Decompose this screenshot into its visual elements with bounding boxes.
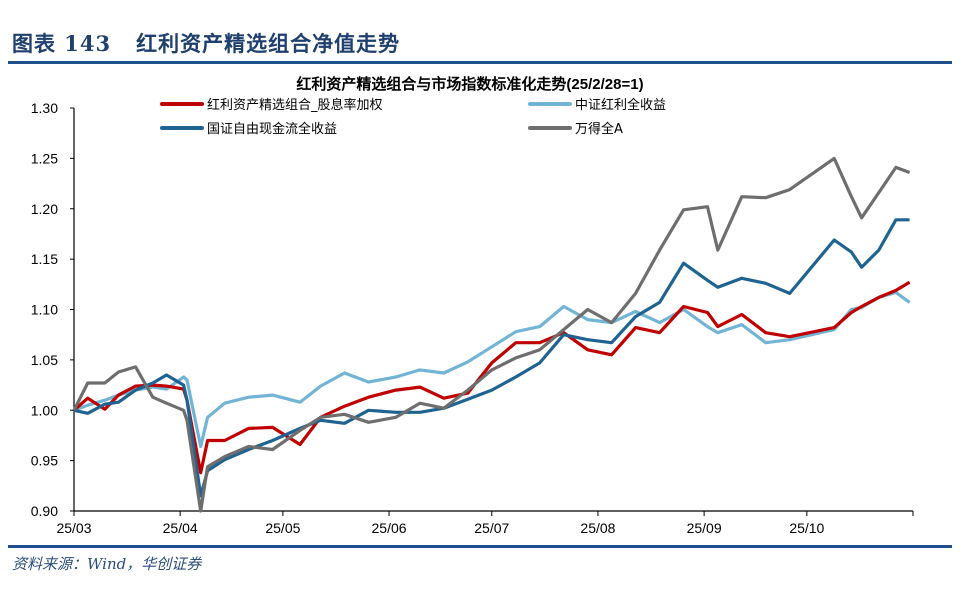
x-tick-label: 25/03 <box>56 520 91 536</box>
x-tick-label: 25/06 <box>372 520 407 536</box>
figure-title: 图表 143 红利资产精选组合净值走势 <box>12 31 401 56</box>
y-tick-label: 1.30 <box>31 100 58 116</box>
series-lines <box>72 156 911 513</box>
chart-title: 红利资产精选组合与市场指数标准化走势(25/2/28=1) <box>296 75 643 93</box>
series-line-1 <box>73 290 911 449</box>
legend-item-3: 万得全A <box>528 121 623 137</box>
source-note: 资料来源：Wind，华创证券 <box>12 555 202 573</box>
x-tick-label: 25/04 <box>163 520 198 536</box>
y-tick-label: 1.05 <box>31 352 58 368</box>
legend-label: 红利资产精选组合_股息率加权 <box>207 97 383 113</box>
legend-label: 中证红利全收益 <box>575 97 666 113</box>
x-tick-label: 25/09 <box>687 520 722 536</box>
y-tick-label: 1.25 <box>31 150 58 166</box>
axes: 0.90 0.95 1.00 1.05 1.10 1.15 1.20 1.25 1.30 25/0… <box>31 100 914 536</box>
y-tick-label: 1.15 <box>31 251 58 267</box>
y-tick-label: 1.20 <box>31 201 58 217</box>
series-line-3 <box>72 156 911 513</box>
legend-label: 万得全A <box>575 121 623 137</box>
y-tick-label: 1.10 <box>31 302 58 318</box>
x-tick-label: 25/07 <box>474 520 509 536</box>
legend-label: 国证自由现金流全收益 <box>207 121 337 137</box>
legend-item-1: 中证红利全收益 <box>528 97 666 113</box>
x-tick-label: 25/10 <box>789 520 824 536</box>
series-line-2 <box>73 218 910 498</box>
legend-item-2: 国证自由现金流全收益 <box>160 121 337 137</box>
series-line-0 <box>72 280 911 475</box>
x-tick-label: 25/05 <box>265 520 300 536</box>
x-tick-label: 25/08 <box>580 520 615 536</box>
y-tick-label: 1.00 <box>31 402 58 418</box>
legend-item-0: 红利资产精选组合_股息率加权 <box>160 97 383 113</box>
top-divider <box>8 61 952 64</box>
y-tick-label: 0.90 <box>31 503 58 519</box>
y-tick-label: 0.95 <box>31 453 58 469</box>
bottom-divider <box>8 545 952 548</box>
